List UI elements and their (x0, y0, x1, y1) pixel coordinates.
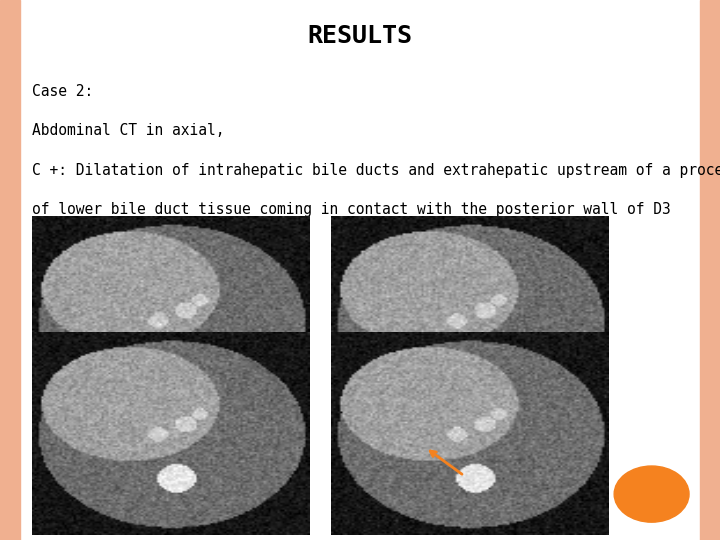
Text: Abdominal CT in axial,: Abdominal CT in axial, (32, 123, 225, 138)
Text: of lower bile duct tissue coming in contact with the posterior wall of D3: of lower bile duct tissue coming in cont… (32, 202, 671, 217)
Circle shape (614, 466, 689, 522)
Bar (0, 0, 20, 540)
Text: C +: Dilatation of intrahepatic bile ducts and extrahepatic upstream of a proces: C +: Dilatation of intrahepatic bile duc… (32, 163, 720, 178)
Text: Case 2:: Case 2: (32, 84, 94, 99)
Text: RESULTS: RESULTS (307, 24, 413, 48)
Bar (700, 0, 720, 540)
